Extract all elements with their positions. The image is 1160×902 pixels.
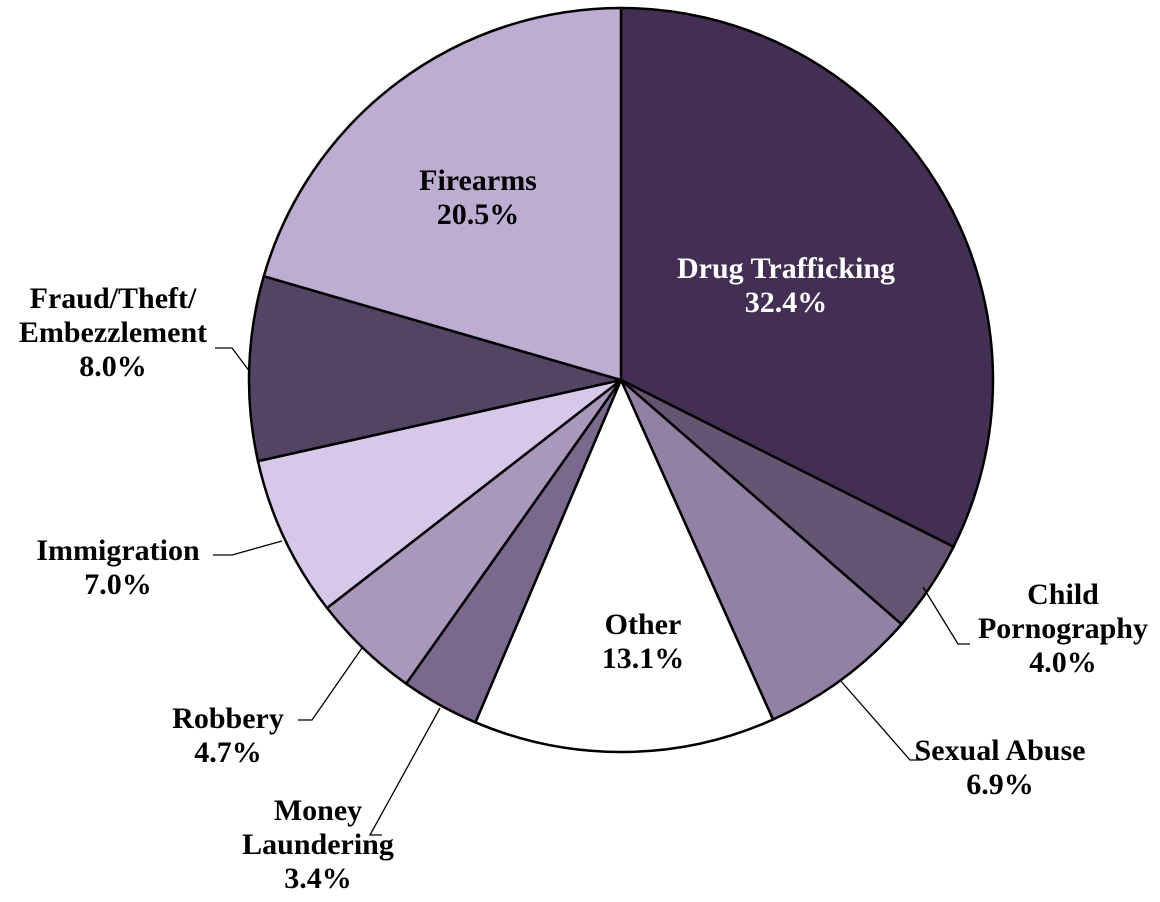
slice-label-money-laundering: Money Laundering 3.4%: [242, 794, 394, 895]
pie-slice-firearms: [262, 6, 623, 382]
slice-percent: 6.9%: [966, 768, 1034, 801]
slice-percent: 4.0%: [1029, 646, 1097, 679]
slice-labels: Drug Trafficking 32.4% Child Pornography 4.0…: [19, 164, 1148, 895]
slice-name: Firearms: [419, 164, 537, 197]
leader-line-robbery: [298, 647, 363, 721]
slice-name: Child: [1027, 578, 1099, 611]
slice-name: Fraud/Theft/: [30, 282, 197, 315]
leader-line-fraud-theft-embezzlement: [215, 347, 251, 373]
slice-name: Other: [605, 608, 682, 641]
slice-percent: 13.1%: [602, 642, 685, 675]
pie-slice-immigration: [256, 378, 622, 610]
slice-name: Embezzlement: [19, 316, 207, 349]
pie-slice-sexual-abuse: [619, 379, 904, 722]
slice-label-firearms: Firearms 20.5%: [419, 164, 537, 231]
leader-line-immigration: [213, 540, 283, 556]
slice-name: Immigration: [36, 534, 200, 567]
slice-label-drug-trafficking: Drug Trafficking 32.4%: [677, 252, 895, 319]
slice-label-child-pornography: Child Pornography 4.0%: [978, 578, 1148, 679]
slice-percent: 3.4%: [284, 862, 352, 895]
slice-label-other: Other 13.1%: [602, 608, 685, 675]
slice-name: Sexual Abuse: [915, 734, 1086, 767]
slice-label-robbery: Robbery 4.7%: [172, 702, 284, 769]
pie-slice-other: [473, 376, 775, 754]
slice-percent: 7.0%: [84, 568, 152, 601]
leader-line-sexual-abuse: [839, 679, 923, 761]
leader-lines: [213, 347, 970, 836]
slice-percent: 32.4%: [745, 286, 828, 319]
pie-slice-fraud-theft-embezzlement: [247, 274, 622, 463]
slice-name: Money: [274, 794, 362, 827]
slice-label-sexual-abuse: Sexual Abuse 6.9%: [915, 734, 1086, 801]
slice-name: Pornography: [978, 612, 1148, 645]
slice-percent: 4.7%: [194, 736, 262, 769]
slice-name: Drug Trafficking: [677, 252, 895, 285]
slice-percent: 8.0%: [79, 350, 147, 383]
slice-name: Laundering: [242, 828, 394, 861]
slice-label-fraud-theft-embezzlement: Fraud/Theft/Embezzlement 8.0%: [19, 282, 207, 383]
slice-label-immigration: Immigration 7.0%: [36, 534, 200, 601]
leader-line-money-laundering: [368, 707, 441, 836]
leader-line-child-pornography: [922, 586, 970, 645]
pie-slices: [247, 6, 995, 754]
slice-percent: 20.5%: [437, 198, 520, 231]
slice-name: Robbery: [172, 702, 284, 735]
pie-slice-drug-trafficking: [619, 6, 995, 549]
